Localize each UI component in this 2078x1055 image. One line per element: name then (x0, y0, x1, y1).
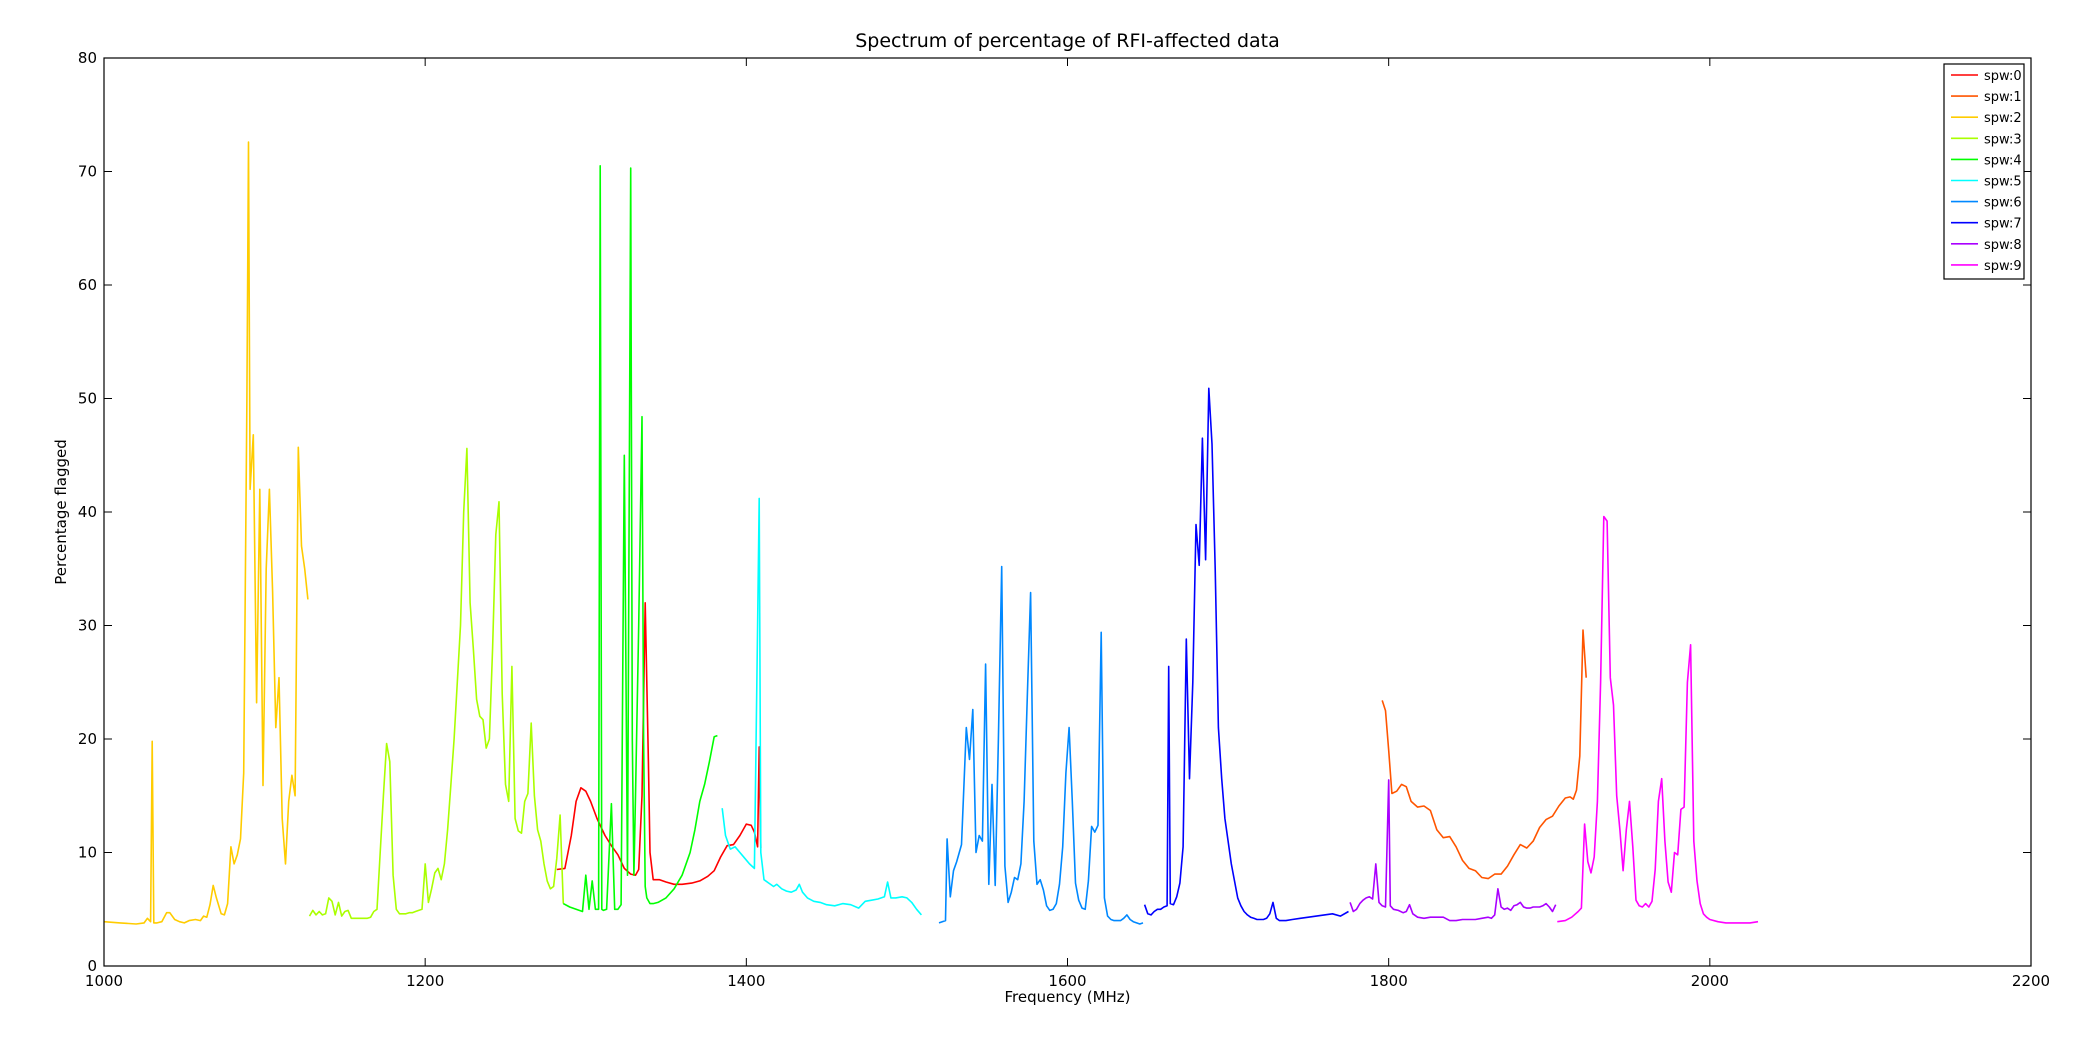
legend-label: spw:2 (1984, 111, 2022, 126)
legend-label: spw:3 (1984, 132, 2022, 147)
series-line-spw-3 (308, 447, 565, 920)
series-line-spw-5 (721, 497, 923, 916)
series-line-spw-2 (103, 141, 309, 925)
legend-label: spw:0 (1984, 69, 2022, 84)
plot-lines (103, 141, 1759, 925)
x-axis-label: Frequency (MHz) (1004, 988, 1130, 1006)
series-line-spw-4 (562, 165, 718, 913)
x-tick-label: 1000 (85, 972, 123, 990)
series-line-spw-1 (1381, 629, 1587, 880)
legend-label: spw:9 (1984, 259, 2022, 274)
series-line-spw-8 (1349, 779, 1557, 922)
legend-label: spw:7 (1984, 217, 2022, 232)
y-tick-label: 80 (78, 49, 97, 67)
legend-label: spw:6 (1984, 196, 2022, 211)
x-tick-label: 1800 (1370, 972, 1408, 990)
plot-frame (103, 57, 2032, 967)
series-line-spw-0 (556, 601, 762, 886)
y-tick-label: 20 (78, 730, 97, 748)
series-line-spw-9 (1557, 515, 1759, 924)
y-axis: 0 10 20 30 40 50 60 70 80 (78, 49, 2031, 975)
y-tick-label: 40 (78, 503, 97, 521)
y-tick-label: 60 (78, 276, 97, 294)
y-tick-label: 0 (87, 957, 97, 975)
chart-title: Spectrum of percentage of RFI-affected d… (855, 30, 1280, 52)
legend-label: spw:1 (1984, 90, 2022, 105)
legend-label: spw:5 (1984, 175, 2022, 190)
x-axis: 1000 1200 1400 1600 1800 2000 2200 (85, 58, 2050, 990)
x-tick-label: 1600 (1048, 972, 1086, 990)
y-tick-label: 70 (78, 163, 97, 181)
x-tick-label: 2200 (2012, 972, 2050, 990)
series-line-spw-6 (938, 565, 1144, 925)
legend: spw:0 spw:1 spw:2 spw:3 spw:4 spw:5 spw:6 spw:7… (1943, 63, 2025, 280)
series-line-spw-7 (1143, 387, 1349, 922)
x-tick-label: 1400 (727, 972, 765, 990)
y-tick-label: 30 (78, 617, 97, 635)
x-tick-label: 2000 (1691, 972, 1729, 990)
y-axis-label: Percentage flagged (52, 439, 70, 585)
x-tick-label: 1200 (406, 972, 444, 990)
legend-label: spw:8 (1984, 238, 2022, 253)
y-tick-label: 10 (78, 844, 97, 862)
y-tick-label: 50 (78, 390, 97, 408)
legend-label: spw:4 (1984, 153, 2022, 168)
